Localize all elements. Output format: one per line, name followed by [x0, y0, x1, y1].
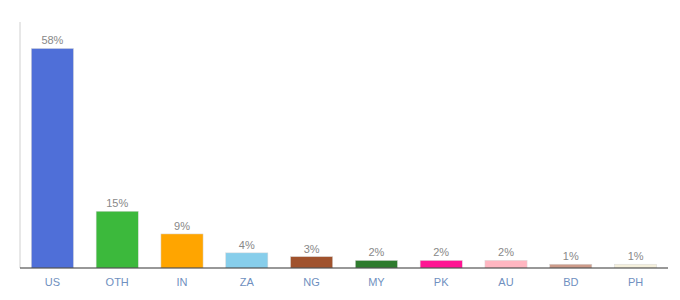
bar — [420, 260, 462, 268]
data-label: 15% — [106, 197, 128, 209]
data-label: 2% — [433, 246, 449, 258]
chart-container: 58% 15% 9% 4% 3% 2% 2% 2% 1% 1% US OTH IN ZA NG MY PK AU B… — [0, 0, 680, 300]
data-label: 1% — [563, 250, 579, 262]
bar — [485, 260, 527, 268]
x-tick-label: NG — [303, 276, 320, 288]
bar — [96, 211, 138, 268]
data-label: 4% — [239, 239, 255, 251]
bars — [31, 48, 656, 268]
bar — [31, 48, 73, 268]
x-tick-label: BD — [563, 276, 578, 288]
chart-svg: 58% 15% 9% 4% 3% 2% 2% 2% 1% 1% US OTH IN ZA NG MY PK AU B… — [0, 0, 680, 300]
x-tick-label: OTH — [106, 276, 129, 288]
x-tick-label: US — [45, 276, 60, 288]
x-tick-label: IN — [177, 276, 188, 288]
x-tick-label: MY — [368, 276, 385, 288]
x-axis-line — [20, 267, 668, 268]
data-label: 58% — [41, 34, 63, 46]
x-tick-label: PH — [628, 276, 643, 288]
x-tick-label: ZA — [240, 276, 255, 288]
data-label: 1% — [628, 250, 644, 262]
data-label: 2% — [498, 246, 514, 258]
bar — [291, 257, 333, 268]
data-label: 9% — [174, 220, 190, 232]
data-label: 2% — [368, 246, 384, 258]
bar — [161, 234, 203, 268]
x-tick-label: PK — [434, 276, 449, 288]
data-label: 3% — [304, 243, 320, 255]
y-axis-line — [20, 22, 21, 268]
bar — [226, 253, 268, 268]
x-tick-label: AU — [498, 276, 513, 288]
bar — [355, 260, 397, 268]
